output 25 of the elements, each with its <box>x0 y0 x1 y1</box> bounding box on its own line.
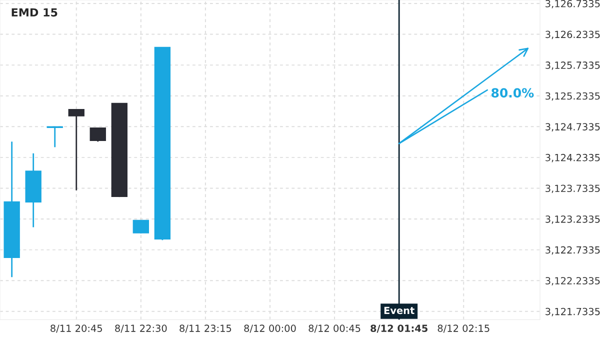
text: EMD 15 <box>12 8 58 17</box>
y-tick-label: 3,126.2335 <box>546 30 600 40</box>
y-tick-label: 3,123.2335 <box>546 215 600 224</box>
y-tick-label: 3,124.2335 <box>546 154 600 162</box>
x-tick-label: 8/12 02:15 <box>438 324 490 333</box>
x-tick-label: 8/11 22:30 <box>115 324 167 333</box>
x-tick-label: 8/12 00:45 <box>308 324 360 333</box>
annotation: 80.0% <box>492 88 534 98</box>
x-tick-label: 8/12 01:45 <box>370 324 428 333</box>
y-tick-label: 3,125.7335 <box>546 62 600 70</box>
candlestick <box>46 126 63 148</box>
candlestick <box>68 108 84 191</box>
candlestick <box>132 220 149 234</box>
y-tick-label: 3,122.7335 <box>546 246 600 255</box>
y-tick-label: 3,121.7335 <box>546 308 600 316</box>
y-tick-label: 3,126.7335 <box>546 0 600 8</box>
x-tick-label: 8/12 00:00 <box>244 324 296 333</box>
x-tick-label: 8/11 20:45 <box>50 324 102 333</box>
y-tick-label: 3,124.7335 <box>546 123 600 132</box>
x-tick-label: 8/11 23:15 <box>180 324 232 333</box>
y-tick-label: 3,122.2335 <box>546 277 600 286</box>
y-tick-label: 3,123.7335 <box>546 184 600 194</box>
candlestick <box>90 127 106 142</box>
y-tick-label: 3,125.2335 <box>546 92 600 101</box>
ref-line-label: Event <box>384 306 414 314</box>
